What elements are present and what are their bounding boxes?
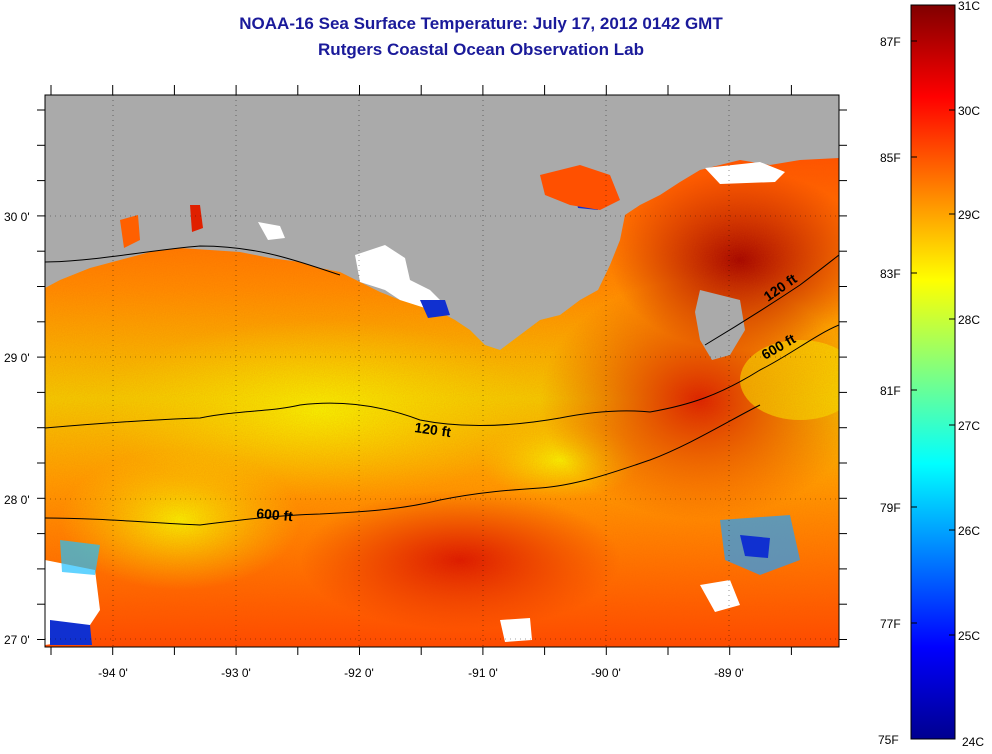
- colorbar-fahrenheit-label: 81F: [880, 384, 901, 398]
- longitude-label: -93 0': [221, 666, 251, 680]
- contour-label: 600 ft: [256, 505, 294, 524]
- plot-frame: [44, 94, 840, 648]
- colorbar-celsius-label: 26C: [958, 524, 980, 538]
- longitude-label: -91 0': [468, 666, 498, 680]
- contour-label: 120 ft: [414, 419, 453, 440]
- colorbar-fahrenheit-label: 77F: [880, 617, 901, 631]
- colorbar-fahrenheit-label: 87F: [880, 35, 901, 49]
- latitude-label: 28 0': [4, 493, 30, 507]
- colorbar-celsius-label: 27C: [958, 419, 980, 433]
- colorbar-celsius-label: 28C: [958, 313, 980, 327]
- colorbar-celsius-label: 25C: [958, 629, 980, 643]
- colorbar-ticks: [911, 4, 955, 740]
- colorbar-celsius-label: 30C: [958, 104, 980, 118]
- colorbar-fahrenheit-label: 75F: [878, 733, 899, 747]
- colorbar-fahrenheit-label: 85F: [880, 151, 901, 165]
- land-mass: [45, 95, 839, 350]
- axis-ticks: [37, 85, 847, 655]
- map-subtitle: Rutgers Coastal Ocean Observation Lab: [318, 40, 644, 59]
- longitude-label: -89 0': [714, 666, 744, 680]
- latitude-label: 29 0': [4, 351, 30, 365]
- bathymetry-contours: [45, 245, 839, 526]
- map-title: NOAA-16 Sea Surface Temperature: July 17…: [239, 14, 723, 33]
- longitude-label: -90 0': [591, 666, 621, 680]
- colorbar-celsius-label: 31C: [958, 0, 980, 13]
- latitude-label: 27 0': [4, 633, 30, 647]
- colorbar-celsius-label: 24C: [962, 735, 984, 749]
- colorbar-celsius-label: 29C: [958, 208, 980, 222]
- colorbar: [910, 4, 956, 740]
- grid-lines: [45, 95, 839, 647]
- latitude-label: 30 0': [4, 210, 30, 224]
- colorbar-fahrenheit-label: 79F: [880, 501, 901, 515]
- sst-field: [45, 95, 839, 647]
- colorbar-fahrenheit-label: 83F: [880, 267, 901, 281]
- longitude-label: -94 0': [98, 666, 128, 680]
- longitude-label: -92 0': [344, 666, 374, 680]
